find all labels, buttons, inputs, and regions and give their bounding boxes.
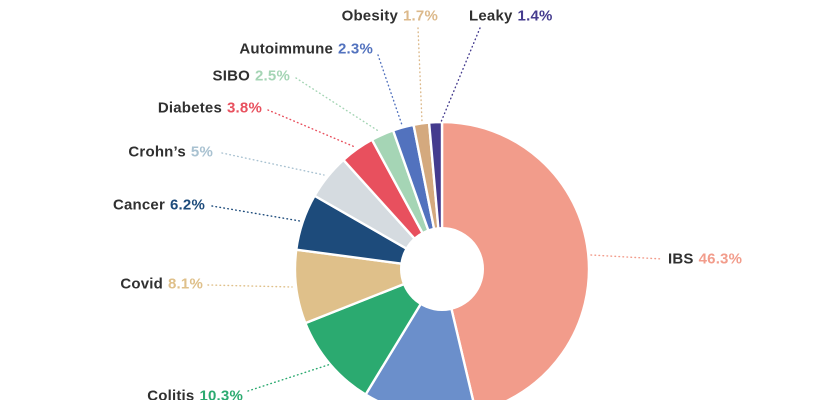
leader-line-obesity [417,27,423,123]
label-crohn-s: Crohn’s 5% [128,144,213,161]
leader-line-diabetes [267,109,356,148]
label-obesity: Obesity 1.7% [342,8,438,25]
label-covid: Covid 8.1% [120,276,203,293]
segment-name: Leaky [469,7,513,25]
wedge-ibs[interactable] [440,120,591,400]
label-colitis: Colitis 10.3% [147,388,243,400]
label-sibo: SIBO 2.5% [213,68,290,85]
segment-value: 10.3% [199,387,243,400]
segment-value: 8.1% [168,275,203,293]
wedge-colitis[interactable] [304,267,444,396]
segment-name: Colitis [147,387,195,400]
segment-value: 2.3% [338,40,373,58]
leader-line-covid [207,284,293,288]
segment-name: Crohn’s [128,143,186,161]
leader-line-autoimmune [377,54,403,126]
segment-value: 6.2% [170,196,205,214]
leader-line-crohn-s [221,152,325,176]
segment-value: 5% [190,143,213,161]
label-autoimmune: Autoimmune 2.3% [239,41,373,58]
donut-hole [400,227,484,311]
segment-name: Covid [120,275,163,293]
label-cancer: Cancer 6.2% [113,197,205,214]
segment-name: Diabetes [157,99,222,117]
segment-value: 1.4% [517,7,553,25]
leader-line-cancer [211,205,301,222]
segment-name: Obesity [341,7,398,25]
segment-value: 46.3% [698,250,743,268]
leader-line-colitis [247,363,332,392]
label-ibs: IBS 46.3% [668,251,742,268]
segment-name: SIBO [212,67,250,85]
segment-name: Autoimmune [239,40,333,58]
leader-line-leaky [440,27,481,123]
label-leaky: Leaky 1.4% [469,8,553,25]
leader-line-ibs [590,254,663,260]
segment-value: 1.7% [403,7,438,25]
segment-name: Cancer [112,196,165,214]
segment-value: 2.5% [255,67,290,85]
segment-value: 3.8% [227,99,262,117]
segment-name: IBS [668,250,694,268]
label-diabetes: Diabetes 3.8% [158,100,262,117]
leader-line-sibo [295,77,381,133]
